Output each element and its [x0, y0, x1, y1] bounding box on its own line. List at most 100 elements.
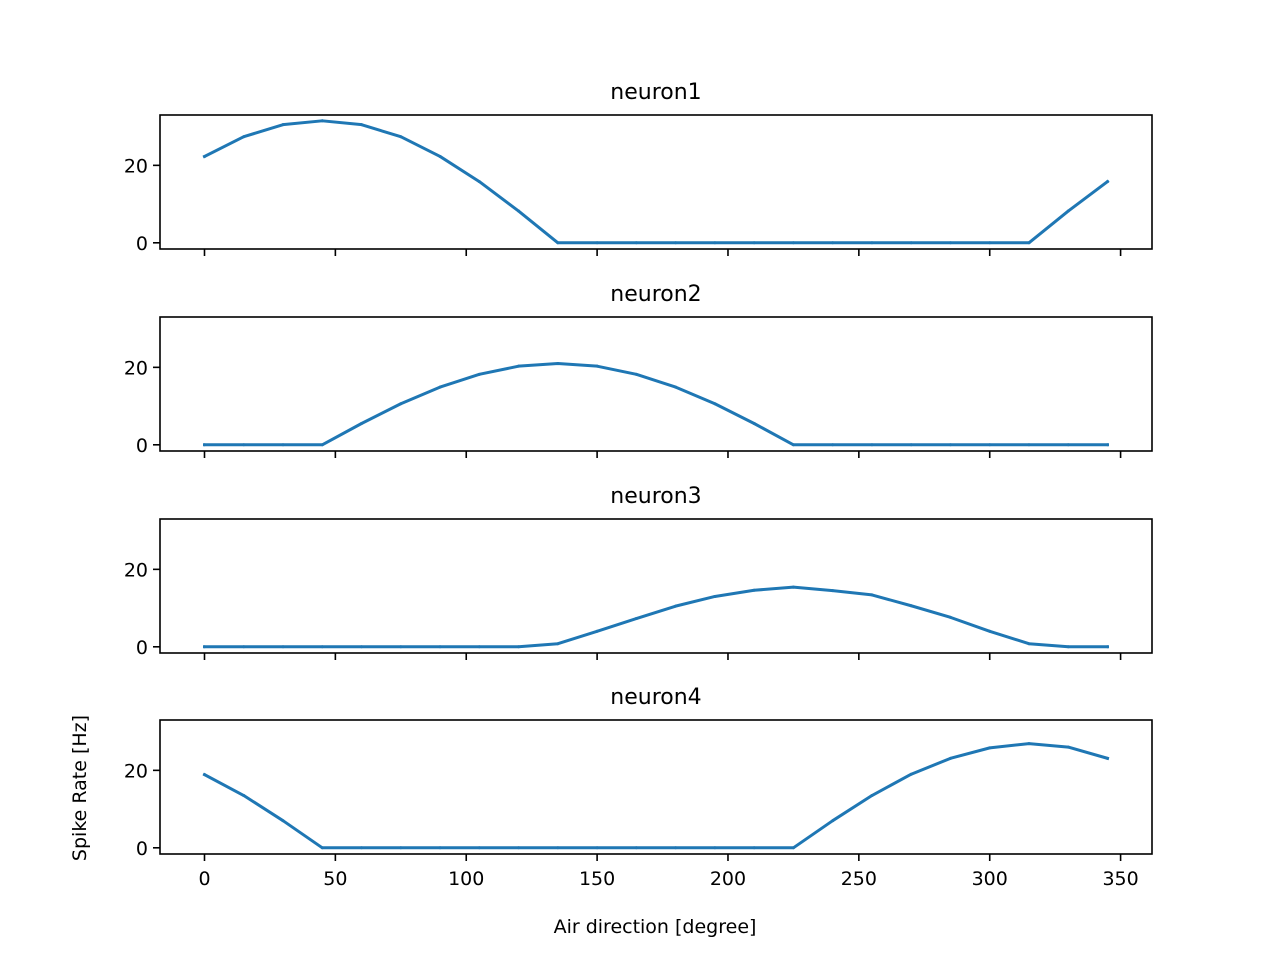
data-point	[1027, 241, 1031, 245]
subplot-neuron3: neuron3 0 20	[124, 484, 1153, 660]
data-point	[674, 604, 678, 608]
data-point	[909, 241, 913, 245]
data-point	[1106, 443, 1109, 447]
data-point	[909, 443, 913, 447]
y-tick-label: 20	[124, 155, 148, 177]
data-point	[1106, 756, 1109, 760]
data-point	[1027, 443, 1031, 447]
data-point	[791, 443, 795, 447]
data-point	[438, 846, 442, 850]
x-tick-label: 0	[198, 868, 210, 890]
data-point	[556, 642, 560, 646]
subplot-title: neuron1	[610, 80, 701, 105]
y-tick-label: 20	[124, 357, 148, 379]
data-point	[870, 443, 874, 447]
data-point	[517, 846, 521, 850]
axes-frame	[159, 719, 1153, 855]
data-point	[1027, 742, 1031, 746]
data-point	[791, 241, 795, 245]
data-point	[360, 645, 364, 649]
data-point	[595, 241, 599, 245]
series-line-neuron3	[203, 585, 1109, 649]
data-point	[438, 645, 442, 649]
data-point	[634, 241, 638, 245]
data-point	[399, 645, 403, 649]
y-tick-label: 0	[136, 435, 148, 457]
data-point	[477, 180, 481, 184]
data-point	[1066, 209, 1070, 213]
data-point	[870, 794, 874, 798]
subplot-neuron2: neuron2 0 20	[124, 282, 1153, 458]
data-point	[595, 629, 599, 633]
data-point	[831, 819, 835, 823]
data-point	[203, 773, 206, 777]
data-point	[438, 154, 442, 158]
data-point	[556, 361, 560, 365]
data-point	[1066, 443, 1070, 447]
data-point	[242, 794, 246, 798]
data-point	[595, 846, 599, 850]
data-point	[791, 846, 795, 850]
data-point	[1106, 180, 1109, 184]
data-point	[477, 846, 481, 850]
data-point	[988, 746, 992, 750]
data-point	[203, 443, 206, 447]
data-point	[634, 372, 638, 376]
x-tick-label: 150	[579, 868, 615, 890]
x-axis-label: Air direction [degree]	[554, 916, 757, 938]
series-line-neuron1	[202, 119, 1110, 245]
data-point	[674, 846, 678, 850]
data-point	[948, 615, 952, 619]
data-point	[713, 402, 717, 406]
y-tick-label: 20	[124, 760, 148, 782]
data-point	[988, 241, 992, 245]
data-point	[281, 645, 285, 649]
data-point	[320, 443, 324, 447]
data-point	[791, 585, 795, 589]
data-point	[909, 772, 913, 776]
axes-frame	[159, 316, 1153, 452]
x-tick-label: 350	[1102, 868, 1138, 890]
data-point	[713, 241, 717, 245]
data-point	[399, 135, 403, 139]
data-point	[1066, 745, 1070, 749]
data-point	[909, 604, 913, 608]
data-point	[1106, 645, 1109, 649]
data-point	[948, 756, 952, 760]
data-point	[438, 385, 442, 389]
data-point	[517, 645, 521, 649]
data-point	[360, 123, 364, 127]
data-point	[242, 135, 246, 139]
data-point	[595, 364, 599, 368]
subplot-title: neuron2	[610, 282, 701, 307]
data-point	[674, 241, 678, 245]
data-point	[203, 645, 206, 649]
data-point	[831, 589, 835, 593]
data-point	[752, 846, 756, 850]
data-point	[242, 443, 246, 447]
data-point	[281, 819, 285, 823]
x-tick-label: 200	[710, 868, 746, 890]
data-point	[360, 846, 364, 850]
y-axis-label: Spike Rate [Hz]	[69, 715, 91, 861]
y-tick-label: 0	[136, 838, 148, 860]
series-line-neuron4	[202, 742, 1110, 850]
data-point	[988, 629, 992, 633]
data-point	[870, 593, 874, 597]
data-point	[948, 241, 952, 245]
data-point	[948, 443, 952, 447]
x-tick-label: 100	[448, 868, 484, 890]
data-point	[988, 443, 992, 447]
data-point	[477, 372, 481, 376]
data-point	[674, 385, 678, 389]
series-line-neuron2	[203, 361, 1109, 447]
data-point	[281, 443, 285, 447]
data-point	[203, 154, 206, 158]
subplot-title: neuron3	[610, 484, 701, 509]
subplot-panels: neuron1 0 20 neuron2 0 20 neuron3 0 20 neuron4 0 20…	[124, 80, 1153, 890]
data-point	[320, 645, 324, 649]
data-point	[399, 846, 403, 850]
x-tick-label: 250	[841, 868, 877, 890]
